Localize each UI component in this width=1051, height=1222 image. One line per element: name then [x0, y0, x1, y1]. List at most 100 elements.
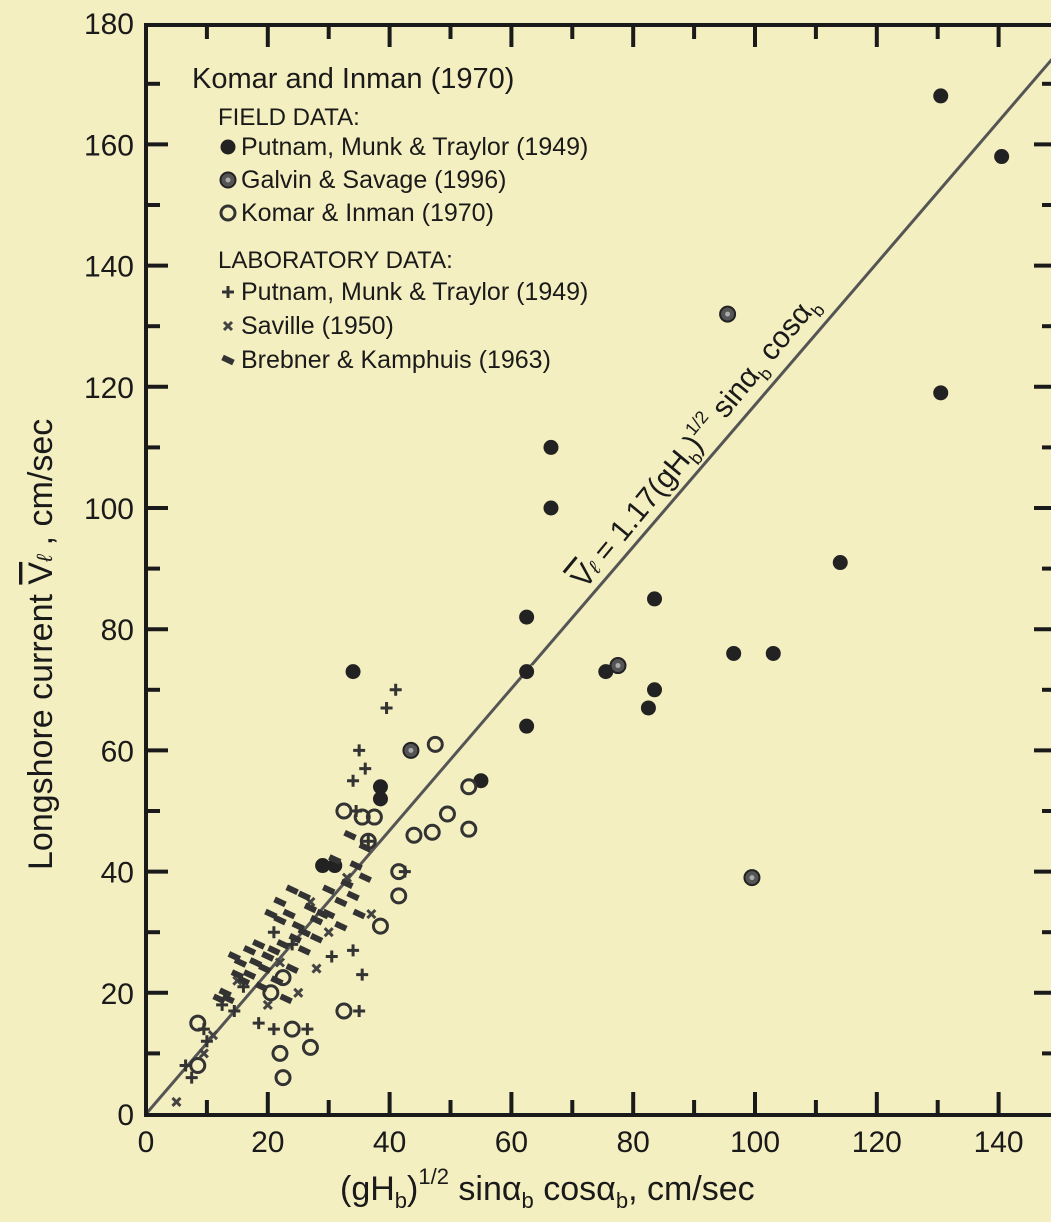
x-axis-label-tail: , cm/sec [628, 1170, 755, 1208]
y-tick-label: 60 [101, 735, 134, 768]
data-point-filled-circle [372, 791, 388, 807]
data-point-dash [343, 829, 357, 841]
marker-shape [282, 908, 296, 920]
marker-shape [726, 645, 742, 661]
data-point-dash [264, 908, 278, 920]
marker-shape [473, 773, 489, 789]
plot-frame [144, 23, 1051, 1117]
data-point-dash [297, 890, 312, 902]
data-point-x-cross [323, 927, 334, 938]
marker-shape [291, 920, 305, 932]
data-point-plus [325, 950, 338, 963]
ticks [146, 25, 1051, 1114]
legend: Komar and Inman (1970) FIELD DATA: Putna… [192, 63, 588, 374]
data-point-filled-circle [933, 88, 949, 104]
marker-shape [297, 945, 312, 956]
legend-entry-label: Komar & Inman (1970) [241, 199, 494, 227]
data-point-filled-circle [345, 664, 361, 680]
data-point-x-cross [366, 908, 377, 920]
marker-dot [225, 177, 231, 183]
data-point-filled-circle [543, 500, 559, 516]
legend-entries-lab: Putnam, Munk & Traylor (1949) Saville (19… [221, 278, 588, 374]
legend-entry-label: Putnam, Munk & Traylor (1949) [241, 133, 588, 161]
x-tick-label: 100 [730, 1126, 780, 1159]
data-point-dash [212, 993, 226, 1005]
data-point-plus [362, 835, 375, 848]
data-point-plus [389, 683, 402, 696]
marker-shape [283, 1020, 301, 1038]
marker-shape [185, 1071, 198, 1084]
data-point-dash [334, 920, 348, 932]
legend-entry-label: Saville (1950) [241, 312, 394, 340]
legend-field-header: FIELD DATA: [218, 104, 360, 131]
data-points [171, 88, 1010, 1107]
data-point-plus [380, 701, 393, 714]
marker-shape [460, 778, 478, 796]
data-point-filled-circle [640, 700, 656, 716]
data-point-open-circle [301, 1038, 319, 1056]
marker-shape [242, 969, 257, 980]
x-tick-label: 80 [617, 1126, 650, 1159]
data-point-filled-circle [994, 149, 1010, 165]
data-point-dash [267, 945, 281, 956]
x-tick-label: 120 [852, 1126, 902, 1159]
data-point-filled-circle [473, 773, 489, 789]
y-tick-label: 40 [101, 857, 134, 890]
marker-shape [242, 945, 257, 956]
data-point-filled-circle [543, 439, 559, 455]
data-point-dash [321, 884, 336, 896]
data-point-filled-circle [598, 664, 614, 680]
marker-shape [640, 700, 656, 716]
marker-shape [371, 917, 389, 935]
marker-shape [347, 944, 360, 957]
marker-shape [598, 664, 614, 680]
x-tick-label: 0 [138, 1126, 155, 1159]
data-point-dash [285, 963, 299, 974]
x-axis-label-rest2: cosα [534, 1170, 616, 1208]
data-point-dash [261, 951, 275, 962]
marker-shape [358, 872, 372, 883]
marker-shape [198, 1048, 209, 1059]
marker-shape [309, 933, 324, 944]
marker-shape [933, 385, 949, 401]
marker-shape [301, 1038, 319, 1056]
marker-shape [179, 1059, 192, 1072]
marker-shape [460, 820, 478, 838]
legend-marker-open-circle [219, 204, 237, 222]
data-point-dash [258, 963, 272, 974]
legend-entry-label: Galvin & Savage (1996) [241, 166, 506, 194]
marker-shape [352, 908, 366, 920]
x-axis-label-sub2: b [522, 1188, 534, 1213]
data-point-dash [276, 939, 290, 950]
data-point-dash [358, 842, 372, 853]
data-point-plus [267, 926, 280, 939]
data-point-x-cross [262, 999, 273, 1010]
marker-shape [285, 963, 299, 974]
marker-dot [725, 311, 731, 317]
marker-shape [255, 981, 269, 992]
marker-shape [273, 896, 287, 908]
data-point-dash [285, 884, 299, 896]
data-point-open-circle [335, 1002, 353, 1020]
legend-title: Komar and Inman (1970) [192, 63, 514, 95]
y-tick-label: 20 [101, 978, 134, 1011]
marker-shape [328, 854, 342, 865]
data-point-plus [347, 944, 360, 957]
marker-shape [297, 890, 312, 902]
legend-entries-field: Putnam, Munk & Traylor (1949) Galvin & Sa… [219, 133, 588, 227]
data-point-filled-circle [519, 718, 535, 734]
data-point-plus [197, 1023, 210, 1036]
data-point-plus [398, 865, 411, 878]
x-axis-label-sub: b [395, 1188, 407, 1213]
marker-shape [372, 779, 388, 795]
marker-shape [647, 591, 663, 607]
marker-shape [356, 968, 369, 981]
data-point-plus [228, 1004, 241, 1017]
marker-shape [274, 1069, 292, 1087]
marker-shape [293, 987, 304, 998]
data-point-open-circle [365, 808, 383, 826]
data-point-open-circle [353, 808, 371, 826]
marker-shape [309, 914, 324, 926]
marker-shape [276, 939, 290, 950]
